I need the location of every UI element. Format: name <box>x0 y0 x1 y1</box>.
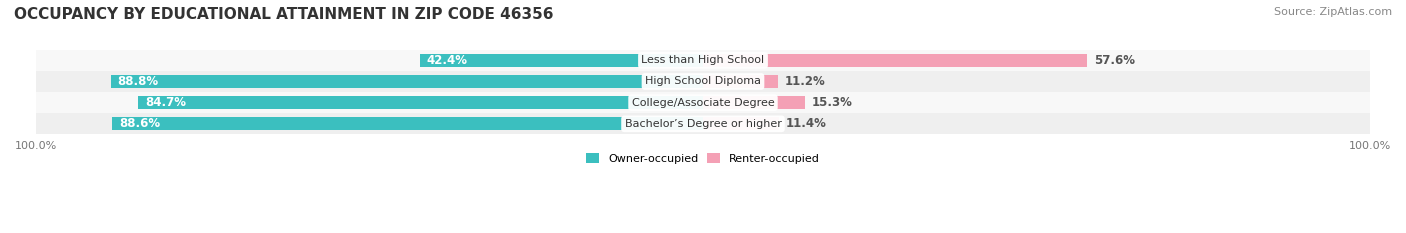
Bar <box>37 50 1369 71</box>
Text: 84.7%: 84.7% <box>145 96 186 109</box>
Text: Less than High School: Less than High School <box>641 55 765 65</box>
Text: 11.4%: 11.4% <box>786 117 827 130</box>
Bar <box>703 117 779 130</box>
Text: High School Diploma: High School Diploma <box>645 76 761 86</box>
Text: 88.8%: 88.8% <box>118 75 159 88</box>
Bar <box>112 117 703 130</box>
Bar <box>703 54 1087 67</box>
Legend: Owner-occupied, Renter-occupied: Owner-occupied, Renter-occupied <box>581 149 825 168</box>
Bar <box>138 96 703 109</box>
Text: OCCUPANCY BY EDUCATIONAL ATTAINMENT IN ZIP CODE 46356: OCCUPANCY BY EDUCATIONAL ATTAINMENT IN Z… <box>14 7 554 22</box>
Text: 57.6%: 57.6% <box>1094 54 1135 67</box>
Text: 42.4%: 42.4% <box>427 54 468 67</box>
Bar <box>111 75 703 88</box>
Text: Source: ZipAtlas.com: Source: ZipAtlas.com <box>1274 7 1392 17</box>
Text: Bachelor’s Degree or higher: Bachelor’s Degree or higher <box>624 119 782 129</box>
Text: 11.2%: 11.2% <box>785 75 825 88</box>
Text: College/Associate Degree: College/Associate Degree <box>631 98 775 108</box>
Text: 15.3%: 15.3% <box>811 96 852 109</box>
Bar <box>37 113 1369 134</box>
Bar <box>703 96 806 109</box>
Bar <box>703 75 778 88</box>
Bar <box>37 92 1369 113</box>
Bar <box>37 71 1369 92</box>
Text: 88.6%: 88.6% <box>120 117 160 130</box>
Bar <box>420 54 703 67</box>
